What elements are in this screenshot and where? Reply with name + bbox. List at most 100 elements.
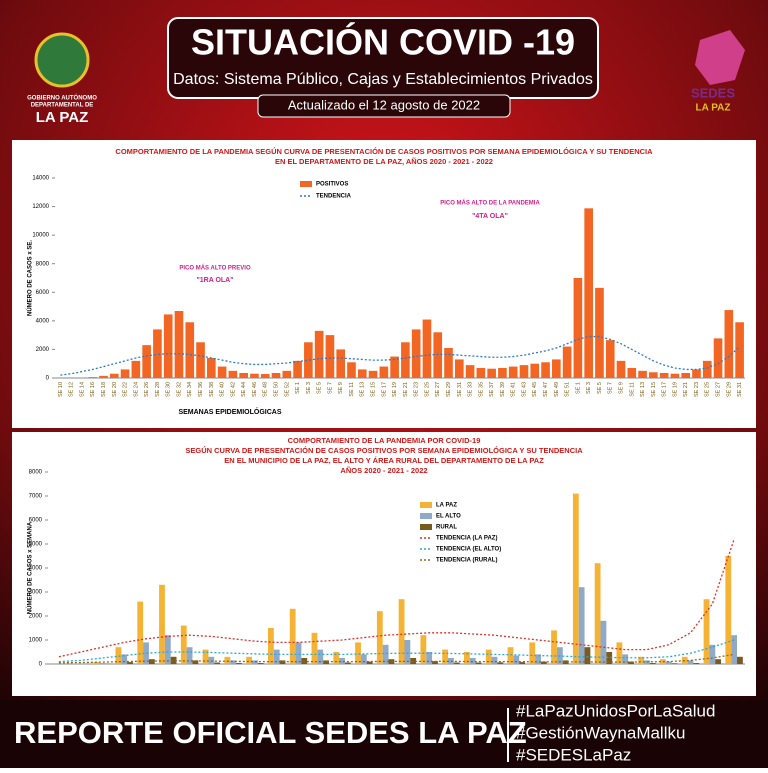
bar (401, 342, 410, 378)
bar (725, 310, 734, 378)
x-tick-label: SE 28 (155, 382, 161, 397)
bar (466, 365, 475, 378)
x-tick-label: SE 36 (198, 382, 204, 397)
bar (315, 331, 324, 378)
x-tick-label: SE 19 (672, 382, 678, 397)
x-tick-label: SE 3 (306, 382, 312, 394)
x-tick-label: SE 37 (489, 382, 495, 397)
bar (731, 635, 737, 664)
x-tick-label: SE 38 (209, 382, 215, 397)
header-title: SITUACIÓN COVID -19 (191, 21, 575, 63)
bar (246, 657, 252, 664)
x-tick-label: SE 45 (532, 382, 538, 397)
y-tick-label: 6000 (36, 290, 50, 296)
bar (326, 335, 335, 378)
x-tick-label: SE 18 (101, 382, 107, 397)
bar (358, 369, 367, 378)
legend-swatch (420, 524, 432, 530)
bar (121, 369, 130, 378)
x-tick-label: SE 15 (651, 382, 657, 397)
bar (369, 371, 378, 378)
bar (497, 662, 503, 664)
x-tick-label: SE 7 (608, 382, 614, 394)
bar (88, 377, 97, 378)
bar (529, 642, 535, 664)
x-tick-label: SE 13 (360, 382, 366, 397)
legend-label: EL ALTO (436, 514, 461, 520)
bar (617, 361, 626, 378)
legend-swatch (420, 502, 432, 508)
bar (520, 365, 529, 378)
bar (715, 659, 721, 664)
logo-text: LA PAZ (36, 109, 89, 126)
bar (290, 609, 296, 664)
x-tick-label: SE 14 (79, 382, 85, 397)
x-tick-label: SE 12 (69, 382, 75, 397)
bar (584, 208, 593, 378)
bar (660, 373, 669, 378)
y-tick-label: 12000 (32, 204, 49, 210)
x-tick-label: SE 27 (716, 382, 722, 397)
header-subtitle: Datos: Sistema Público, Cajas y Establec… (173, 71, 593, 88)
x-tick-label: SE 26 (144, 382, 150, 397)
bar (735, 322, 744, 378)
x-tick-label: SE 22 (123, 382, 129, 397)
x-tick-label: SE 48 (263, 382, 269, 397)
legend-label: RURAL (436, 525, 457, 531)
bar (509, 367, 518, 378)
bar (606, 340, 615, 378)
bar (236, 663, 242, 664)
x-tick-label: SE 51 (565, 382, 571, 397)
x-tick-label: SE 25 (424, 382, 430, 397)
x-tick-label: SE 15 (371, 382, 377, 397)
x-tick-label: SE 29 (446, 382, 452, 397)
y-tick-label: 1000 (29, 638, 43, 644)
x-tick-label: SE 17 (662, 382, 668, 397)
legend-label: TENDENCIA (RURAL) (436, 558, 497, 564)
chart-title: COMPORTAMIENTO DE LA PANDEMIA SEGÚN CURV… (115, 147, 653, 156)
bar (455, 359, 464, 378)
bar (412, 329, 421, 378)
bar (250, 374, 259, 378)
bar (272, 373, 281, 378)
bar (671, 374, 680, 378)
bar (142, 345, 151, 378)
x-tick-label: SE 40 (220, 382, 226, 397)
x-tick-label: SE 50 (273, 382, 279, 397)
bar (377, 611, 383, 664)
bar (175, 311, 184, 378)
bar (492, 657, 498, 664)
legend-swatch (420, 513, 432, 519)
bar (487, 369, 496, 378)
chart-title: SEGÚN CURVA DE PRESENTACIÓN DE CASOS POS… (185, 446, 583, 455)
legend-label: TENDENCIA (EL ALTO) (436, 547, 501, 553)
x-tick-label: SE 33 (468, 382, 474, 397)
bar (261, 374, 270, 378)
bar (239, 373, 248, 378)
x-tick-label: SE 27 (435, 382, 441, 397)
y-tick-label: 14000 (32, 176, 49, 182)
bar (132, 361, 141, 378)
bar (627, 368, 636, 378)
x-tick-label: SE 21 (403, 382, 409, 397)
chart-title: EN EL DEPARTAMENTO DE LA PAZ, AÑOS 2020 … (275, 157, 493, 166)
x-tick-label: SE 41 (511, 382, 517, 397)
bar (404, 640, 410, 664)
x-tick-label: SE 46 (252, 382, 258, 397)
bar (444, 348, 453, 378)
x-axis-label: SEMANAS EPIDEMIOLÓGICAS (178, 407, 281, 416)
bar (99, 376, 108, 378)
x-tick-label: SE 32 (176, 382, 182, 397)
bar (513, 656, 519, 664)
x-tick-label: SE 42 (230, 382, 236, 397)
legend-swatch (300, 181, 312, 187)
y-tick-label: 8000 (36, 261, 50, 267)
bar (681, 373, 690, 378)
y-tick-label: 2000 (36, 347, 50, 353)
bar (361, 654, 367, 664)
bar (312, 633, 318, 664)
bar (672, 663, 678, 664)
bar (519, 662, 525, 664)
x-tick-label: SE 29 (726, 382, 732, 397)
x-tick-label: SE 10 (58, 382, 64, 397)
